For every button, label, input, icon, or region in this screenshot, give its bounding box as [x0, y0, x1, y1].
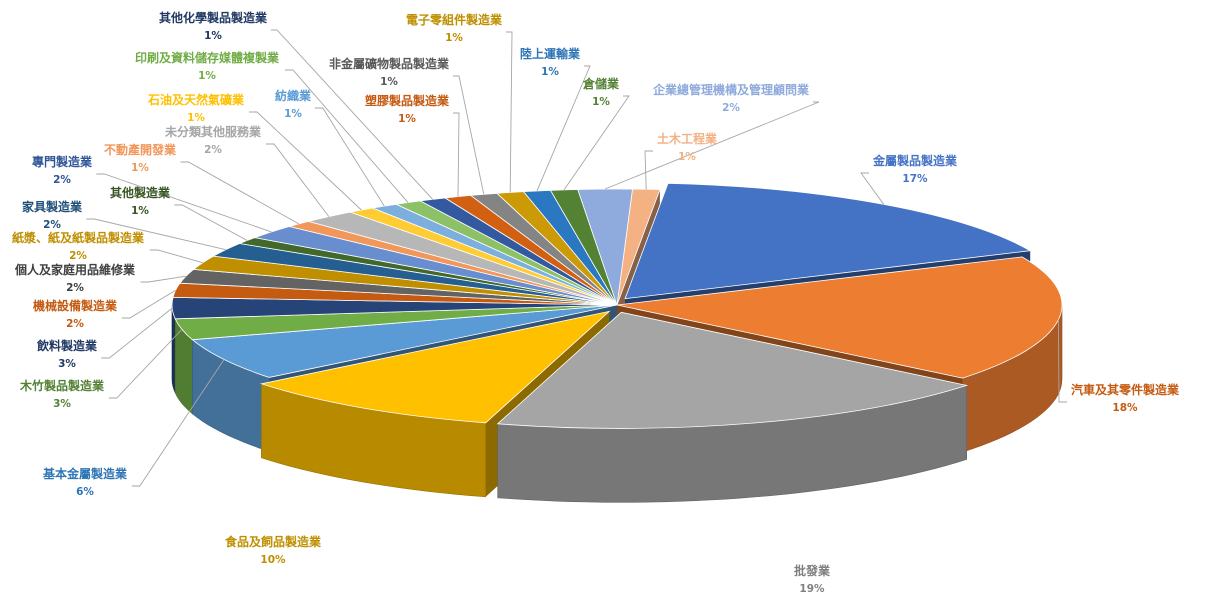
leader-line: [285, 69, 409, 203]
leader-line: [149, 249, 203, 264]
data-label-value: 2%: [66, 318, 84, 330]
data-label-name: 基本金屬製造業: [42, 466, 128, 481]
data-label-value: 1%: [380, 76, 398, 88]
data-label-value: 2%: [66, 282, 84, 294]
leader-line: [453, 112, 460, 197]
slice-4: [259, 310, 611, 424]
data-label-name: 批發業: [794, 563, 831, 578]
leader-line: [101, 307, 173, 359]
data-label-value: 3%: [58, 358, 76, 370]
leader-line: [131, 359, 225, 487]
data-label-name: 不動產開發業: [104, 142, 177, 157]
data-label-value: 1%: [592, 96, 610, 108]
data-label-value: 19%: [799, 583, 825, 595]
data-label-name: 家具製造業: [22, 199, 83, 214]
data-label-value: 18%: [1112, 402, 1138, 414]
data-label-name: 紡織業: [275, 88, 312, 103]
slice-1: [624, 182, 1032, 300]
data-label-name: 木竹製品製造業: [19, 378, 105, 393]
data-label-value: 2%: [43, 219, 61, 231]
leader-line: [604, 101, 820, 190]
data-label-name: 塑膠製品製造業: [365, 93, 450, 108]
data-label-name: 倉儲業: [582, 76, 620, 91]
leader-line: [174, 204, 248, 241]
pie-slices: [171, 182, 1063, 429]
leader-line: [314, 107, 385, 207]
data-label-name: 石油及天然氣礦業: [147, 92, 245, 107]
slice-3: [496, 311, 969, 429]
leader-line: [96, 173, 272, 233]
data-label-value: 1%: [131, 162, 149, 174]
data-label-name: 專門製造業: [32, 154, 93, 169]
data-label-value: 10%: [260, 554, 286, 566]
data-label-name: 非金屬礦物製品製造業: [329, 56, 450, 71]
data-label-value: 1%: [187, 112, 205, 124]
data-label-value: 2%: [53, 174, 71, 186]
data-label-name: 其他製造業: [110, 185, 171, 200]
data-label-value: 1%: [204, 30, 222, 42]
data-label-name: 土木工程業: [657, 131, 718, 146]
leader-line: [266, 143, 330, 217]
data-label-value: 1%: [198, 70, 216, 82]
data-label-name: 飲料製造業: [36, 338, 98, 353]
leader-line: [860, 172, 885, 205]
data-label-name: 印刷及資料儲存媒體複製業: [135, 50, 280, 65]
data-label-value: 17%: [902, 173, 928, 185]
data-label-value: 1%: [541, 66, 559, 78]
data-labels: 土木工程業 1% 金屬製品製造業 17% 汽車及其零件製造業 18% 批發業 19% 食品及飼品…: [12, 10, 1180, 595]
leader-line: [506, 31, 513, 193]
data-label-name: 紙漿、紙及紙製品製造業: [12, 230, 145, 245]
data-label-name: 汽車及其零件製造業: [1071, 382, 1180, 397]
leader-line: [536, 65, 591, 192]
leader-line: [1057, 319, 1067, 403]
slice-25: [577, 188, 633, 306]
leader-line: [86, 218, 226, 251]
leader-lines: [86, 29, 1067, 487]
data-label-value: 1%: [445, 32, 463, 44]
data-label-value: 6%: [76, 486, 94, 498]
data-label-name: 未分類其他服務業: [164, 124, 262, 139]
data-label-name: 機械設備製造業: [33, 298, 118, 313]
data-label-name: 金屬製品製造業: [872, 153, 958, 168]
data-label-name: 食品及飼品製造業: [224, 534, 322, 549]
data-label-value: 2%: [69, 250, 87, 262]
data-label-value: 1%: [678, 151, 696, 163]
leader-line: [121, 289, 176, 319]
data-label-name: 企業總管理機構及管理顧問業: [652, 82, 810, 97]
data-label-name: 其他化學製品製造業: [159, 10, 268, 25]
data-label-value: 2%: [722, 102, 740, 114]
leader-line: [108, 329, 183, 399]
data-label-name: 陸上運輸業: [520, 46, 581, 61]
data-label-value: 1%: [131, 205, 149, 217]
data-label-value: 3%: [53, 398, 71, 410]
data-label-name: 個人及家庭用品維修業: [14, 262, 136, 277]
data-label-value: 1%: [398, 113, 416, 125]
slice-5: [191, 304, 618, 378]
data-label-value: 2%: [204, 144, 222, 156]
leader-line: [271, 29, 434, 200]
leader-line: [249, 111, 362, 211]
leader-line: [644, 150, 653, 190]
data-label-value: 1%: [284, 108, 302, 120]
leader-line: [453, 75, 485, 195]
leader-line: [140, 275, 186, 283]
data-label-name: 電子零組件製造業: [406, 12, 503, 27]
leader-line: [180, 161, 300, 225]
leader-line: [563, 95, 630, 191]
